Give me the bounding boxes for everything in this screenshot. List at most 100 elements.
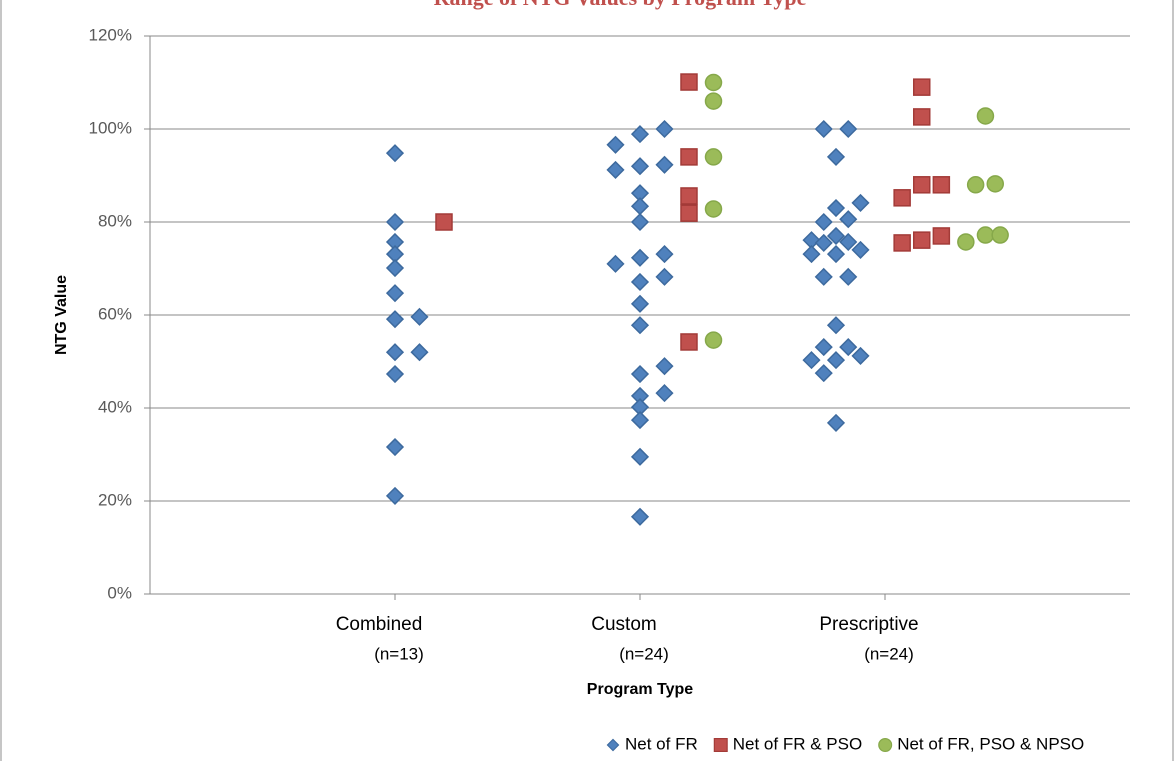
point xyxy=(802,351,821,370)
point xyxy=(385,364,405,384)
y-tick-label: 80% xyxy=(98,211,132,230)
point xyxy=(680,187,698,205)
point xyxy=(704,73,723,92)
legend-label: Net of FR xyxy=(625,734,698,753)
x-tick-label: Combined xyxy=(336,614,423,635)
point xyxy=(435,213,453,231)
point xyxy=(826,351,846,370)
y-tick-label: 120% xyxy=(89,25,132,44)
point xyxy=(385,284,405,303)
point xyxy=(893,234,911,252)
point xyxy=(839,232,858,252)
point xyxy=(680,333,698,351)
point xyxy=(976,107,995,125)
point xyxy=(704,148,723,166)
x-tick-note: (n=24) xyxy=(864,644,914,663)
point xyxy=(851,193,870,212)
point xyxy=(704,92,723,110)
point xyxy=(630,272,650,292)
y-tick-label: 40% xyxy=(98,397,132,416)
point xyxy=(839,267,858,286)
point xyxy=(606,254,625,273)
legend-marker xyxy=(713,737,728,753)
point xyxy=(655,155,674,174)
x-tick-note: (n=13) xyxy=(374,644,424,663)
point xyxy=(630,248,650,267)
point xyxy=(630,197,650,216)
point xyxy=(913,78,931,96)
point xyxy=(976,226,995,244)
point xyxy=(957,233,975,251)
point xyxy=(385,486,405,505)
point xyxy=(839,119,858,139)
legend: Net of FR Net of FR & PSO Net of FR, PSO &… xyxy=(606,734,1084,753)
x-tick-note: (n=24) xyxy=(619,644,669,663)
point xyxy=(680,204,698,222)
point xyxy=(802,245,821,264)
y-tick-label: 0% xyxy=(107,583,132,602)
point xyxy=(385,343,405,362)
y-tick-label: 20% xyxy=(98,490,132,509)
y-axis-label: NTG Value xyxy=(53,275,70,355)
point xyxy=(630,316,650,335)
point xyxy=(410,307,429,326)
point xyxy=(966,176,985,194)
point xyxy=(814,119,833,139)
point xyxy=(630,212,650,232)
point xyxy=(913,108,931,126)
point xyxy=(630,447,650,466)
point xyxy=(385,310,405,329)
point xyxy=(655,357,674,376)
point xyxy=(655,245,674,264)
point xyxy=(704,331,723,349)
point xyxy=(814,233,833,252)
point xyxy=(655,119,674,139)
point xyxy=(606,160,625,179)
point xyxy=(655,267,674,286)
y-tick-label: 100% xyxy=(89,118,132,137)
point xyxy=(851,240,870,259)
point xyxy=(385,437,405,457)
x-tick-label: Prescriptive xyxy=(819,614,918,635)
point xyxy=(991,226,1009,244)
point xyxy=(385,144,405,163)
point xyxy=(913,176,931,194)
point xyxy=(704,200,723,218)
point xyxy=(839,338,858,357)
chart-title: Range of NTG Values by Program Type xyxy=(434,0,807,10)
legend-marker xyxy=(878,737,893,753)
point xyxy=(826,413,846,432)
point xyxy=(826,316,846,335)
point xyxy=(814,212,833,232)
point xyxy=(655,384,674,403)
point xyxy=(630,411,650,430)
point xyxy=(814,267,833,286)
point xyxy=(913,231,931,249)
point xyxy=(606,135,625,154)
point xyxy=(826,198,846,218)
point xyxy=(410,343,429,362)
point xyxy=(851,346,870,365)
point xyxy=(826,245,846,264)
legend-marker xyxy=(606,738,620,752)
point xyxy=(826,147,846,166)
point xyxy=(986,175,1004,193)
point xyxy=(680,73,698,91)
point xyxy=(932,227,951,245)
point xyxy=(385,212,405,232)
point xyxy=(630,125,650,144)
point xyxy=(630,294,650,313)
point xyxy=(932,176,951,194)
x-tick-label: Custom xyxy=(591,614,656,635)
point xyxy=(630,364,650,384)
y-tick-label: 60% xyxy=(98,304,132,323)
point xyxy=(385,258,405,278)
point xyxy=(839,210,858,229)
point xyxy=(826,226,846,246)
point xyxy=(630,507,650,526)
point xyxy=(630,157,650,176)
x-axis-label: Program Type xyxy=(587,681,694,698)
